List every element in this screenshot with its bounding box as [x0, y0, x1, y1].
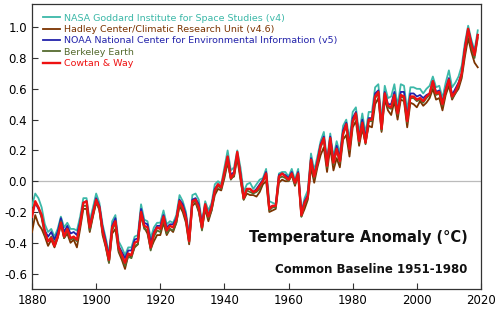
Berkeley Earth	[465, 30, 471, 34]
Berkeley Earth	[74, 239, 80, 243]
Berkeley Earth	[54, 235, 60, 239]
Hadley Center/Climatic Research Unit (v4.6)	[475, 65, 481, 69]
Cowtan & Way	[122, 261, 128, 265]
Cowtan & Way	[254, 188, 260, 192]
Line: Cowtan & Way: Cowtan & Way	[32, 29, 478, 263]
NASA Goddard Institute for Space Studies (v4)	[465, 24, 471, 28]
NOAA National Center for Environmental Information (v5)	[475, 33, 481, 37]
NASA Goddard Institute for Space Studies (v4)	[45, 230, 51, 234]
NASA Goddard Institute for Space Studies (v4)	[122, 253, 128, 257]
NASA Goddard Institute for Space Studies (v4)	[29, 204, 35, 208]
NOAA National Center for Environmental Information (v5)	[54, 230, 60, 234]
NASA Goddard Institute for Space Studies (v4)	[475, 29, 481, 32]
NASA Goddard Institute for Space Studies (v4)	[54, 227, 60, 231]
NASA Goddard Institute for Space Studies (v4)	[74, 229, 80, 232]
NOAA National Center for Environmental Information (v5)	[465, 27, 471, 31]
Berkeley Earth	[218, 187, 224, 191]
NOAA National Center for Environmental Information (v5)	[109, 224, 115, 228]
Cowtan & Way	[218, 185, 224, 189]
Hadley Center/Climatic Research Unit (v4.6)	[45, 244, 51, 248]
NOAA National Center for Environmental Information (v5)	[254, 187, 260, 191]
Cowtan & Way	[475, 33, 481, 37]
NOAA National Center for Environmental Information (v5)	[45, 235, 51, 239]
Cowtan & Way	[45, 239, 51, 243]
NOAA National Center for Environmental Information (v5)	[122, 256, 128, 260]
Berkeley Earth	[45, 239, 51, 243]
Berkeley Earth	[29, 210, 35, 214]
Text: Temperature Anomaly (°C): Temperature Anomaly (°C)	[248, 230, 468, 245]
Line: NASA Goddard Institute for Space Studies (v4): NASA Goddard Institute for Space Studies…	[32, 26, 478, 255]
Cowtan & Way	[109, 225, 115, 229]
Hadley Center/Climatic Research Unit (v4.6)	[74, 246, 80, 249]
Text: Common Baseline 1951-1980: Common Baseline 1951-1980	[275, 262, 468, 276]
Hadley Center/Climatic Research Unit (v4.6)	[29, 230, 35, 234]
Hadley Center/Climatic Research Unit (v4.6)	[218, 188, 224, 192]
Legend: NASA Goddard Institute for Space Studies (v4), Hadley Center/Climatic Research U: NASA Goddard Institute for Space Studies…	[41, 12, 339, 70]
Hadley Center/Climatic Research Unit (v4.6)	[54, 236, 60, 240]
Hadley Center/Climatic Research Unit (v4.6)	[465, 36, 471, 40]
NOAA National Center for Environmental Information (v5)	[74, 233, 80, 237]
NASA Goddard Institute for Space Studies (v4)	[109, 219, 115, 223]
Hadley Center/Climatic Research Unit (v4.6)	[254, 195, 260, 198]
Berkeley Earth	[475, 36, 481, 40]
Line: NOAA National Center for Environmental Information (v5): NOAA National Center for Environmental I…	[32, 29, 478, 258]
Cowtan & Way	[465, 27, 471, 31]
Hadley Center/Climatic Research Unit (v4.6)	[109, 232, 115, 235]
Line: Berkeley Earth: Berkeley Earth	[32, 32, 478, 266]
Berkeley Earth	[122, 264, 128, 268]
Cowtan & Way	[74, 238, 80, 242]
NOAA National Center for Environmental Information (v5)	[29, 213, 35, 217]
Berkeley Earth	[109, 229, 115, 232]
Line: Hadley Center/Climatic Research Unit (v4.6): Hadley Center/Climatic Research Unit (v4…	[32, 38, 478, 269]
Hadley Center/Climatic Research Unit (v4.6)	[122, 267, 128, 271]
NOAA National Center for Environmental Information (v5)	[218, 185, 224, 189]
Cowtan & Way	[29, 215, 35, 219]
NASA Goddard Institute for Space Studies (v4)	[254, 183, 260, 186]
Cowtan & Way	[54, 235, 60, 239]
Berkeley Earth	[254, 190, 260, 194]
NASA Goddard Institute for Space Studies (v4)	[218, 183, 224, 186]
